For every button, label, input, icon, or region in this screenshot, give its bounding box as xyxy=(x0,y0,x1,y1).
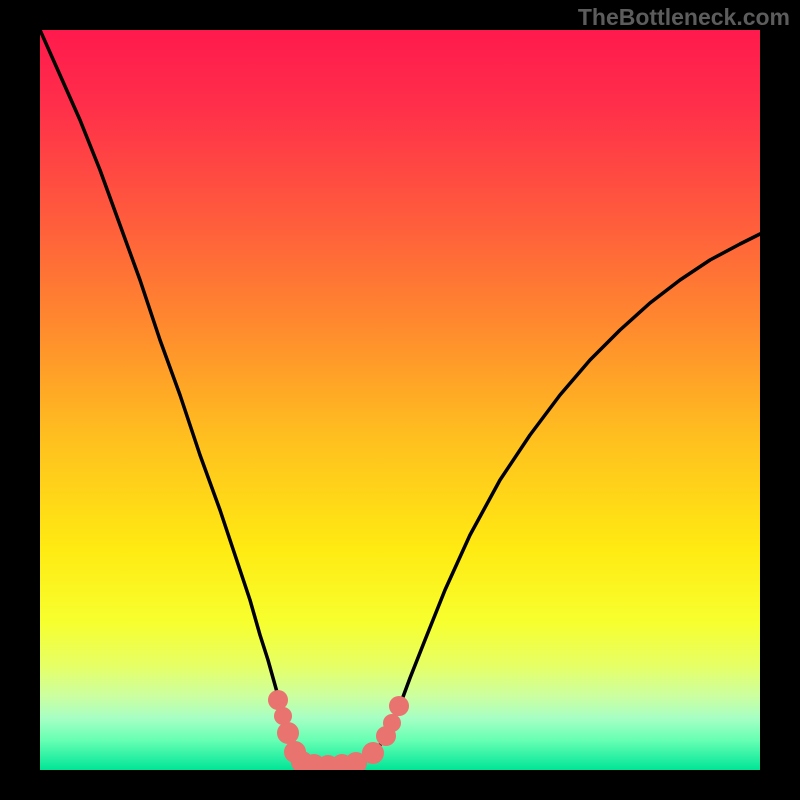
data-marker xyxy=(383,714,401,732)
data-marker xyxy=(268,690,288,710)
data-marker xyxy=(277,722,299,744)
data-marker xyxy=(362,742,384,764)
data-marker xyxy=(389,696,409,716)
watermark-text: TheBottleneck.com xyxy=(578,4,790,31)
bottleneck-chart xyxy=(0,0,800,800)
plot-background xyxy=(40,30,760,770)
